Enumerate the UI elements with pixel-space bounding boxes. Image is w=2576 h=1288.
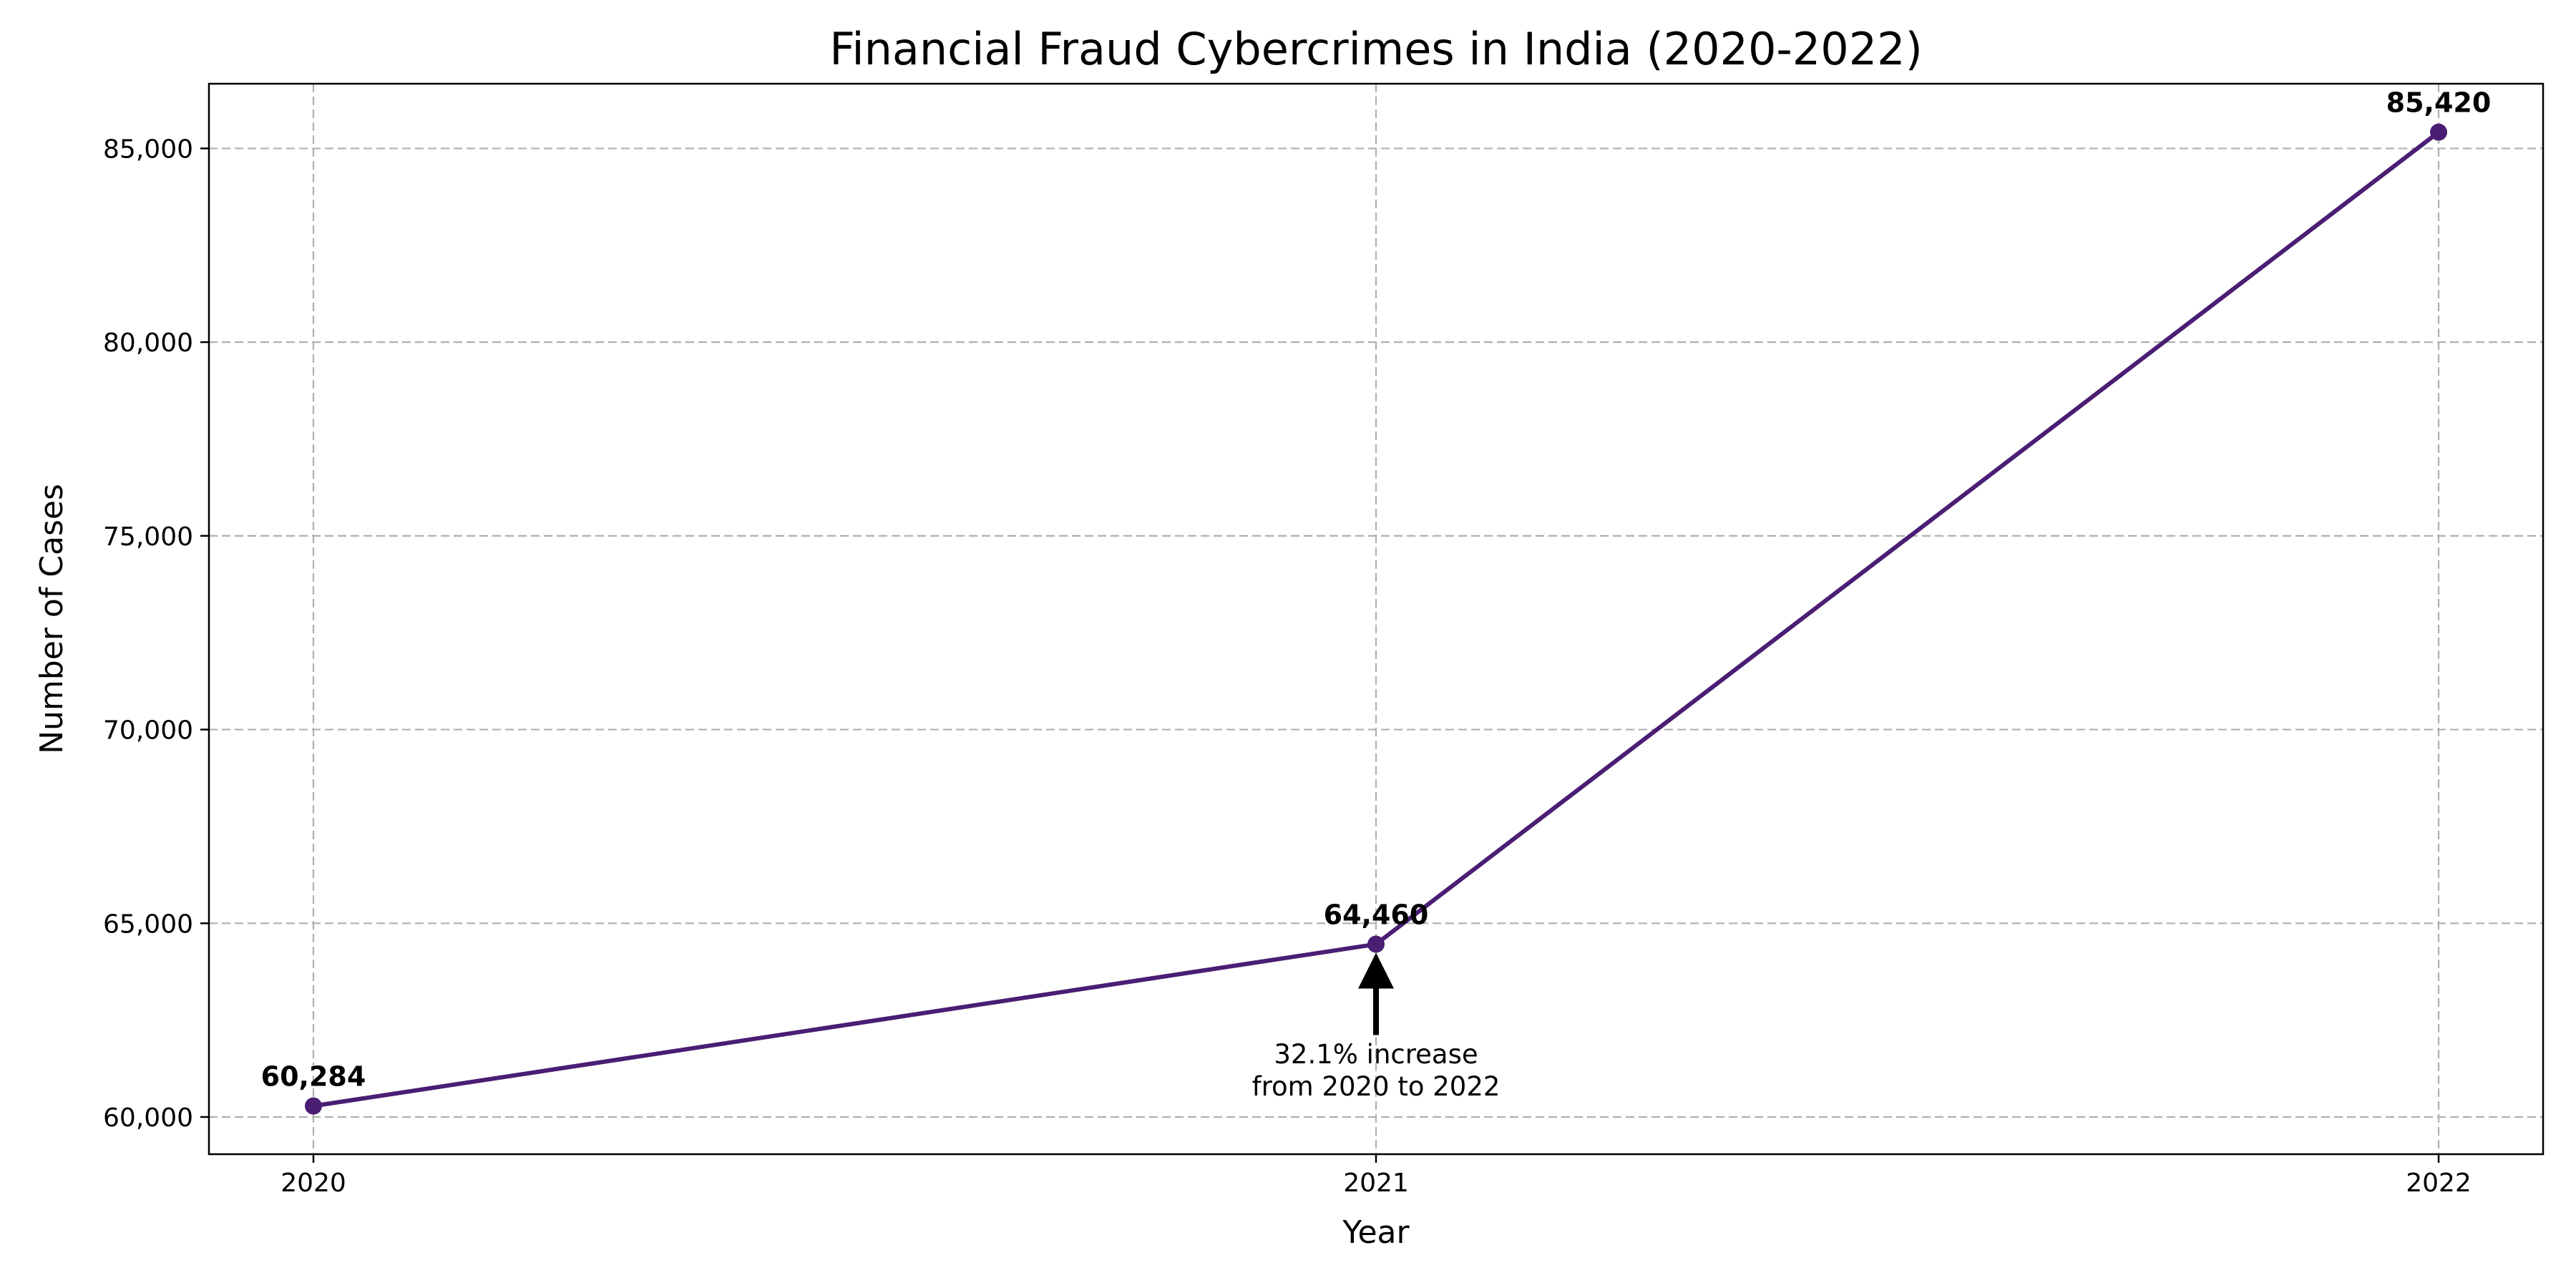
x-axis-ticks: 2020 2021 2022	[280, 1154, 2472, 1198]
chart-title: Financial Fraud Cybercrimes in India (20…	[829, 23, 1923, 75]
y-axis-label: Number of Cases	[34, 484, 70, 754]
data-label: 60,284	[261, 1061, 366, 1093]
y-tick-label: 75,000	[103, 522, 193, 552]
data-labels: 60,284 64,460 85,420	[261, 87, 2492, 1093]
y-axis-ticks: 60,000 65,000 70,000 75,000 80,000 85,000	[103, 135, 209, 1133]
y-tick-label: 85,000	[103, 135, 193, 164]
series-markers	[305, 123, 2447, 1115]
x-tick-label: 2021	[1343, 1169, 1409, 1198]
annotation-text: from 2020 to 2022	[1252, 1071, 1501, 1102]
grid-lines	[209, 84, 2543, 1154]
x-tick-label: 2020	[280, 1169, 346, 1198]
data-point	[305, 1097, 322, 1115]
y-tick-label: 60,000	[103, 1103, 193, 1133]
x-axis-label: Year	[1342, 1214, 1410, 1251]
annotation-text: 32.1% increase	[1274, 1039, 1478, 1070]
y-tick-label: 65,000	[103, 909, 193, 939]
data-label: 85,420	[2386, 87, 2492, 119]
data-point	[2430, 123, 2447, 141]
y-tick-label: 70,000	[103, 716, 193, 746]
annotation-arrow-head	[1358, 952, 1394, 989]
y-tick-label: 80,000	[103, 328, 193, 358]
x-tick-label: 2022	[2406, 1169, 2472, 1198]
data-label: 64,460	[1324, 899, 1429, 931]
data-point	[1367, 935, 1385, 953]
